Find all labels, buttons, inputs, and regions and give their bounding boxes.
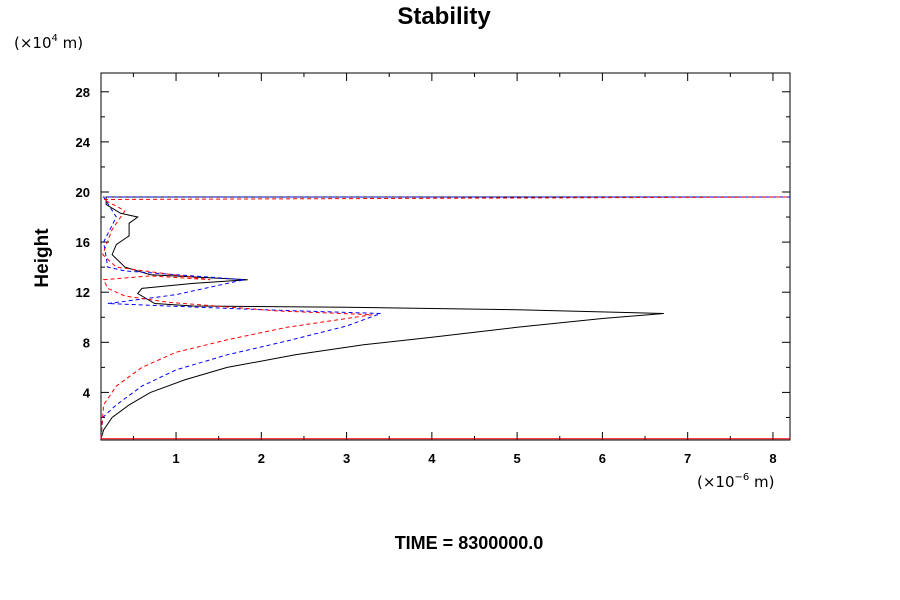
time-label: TIME = 8300000.0 bbox=[395, 533, 544, 553]
x-tick-label: 2 bbox=[258, 451, 265, 466]
x-tick-label: 4 bbox=[428, 451, 436, 466]
y-tick-label: 8 bbox=[83, 335, 90, 350]
x-tick-label: 5 bbox=[514, 451, 521, 466]
plot-frame bbox=[100, 72, 791, 441]
y-tick-label: 24 bbox=[76, 135, 91, 150]
y-tick-label: 28 bbox=[76, 85, 90, 100]
x-tick-label: 6 bbox=[599, 451, 606, 466]
y-axis-unit: (×104 m) bbox=[14, 33, 83, 52]
series-line-3 bbox=[100, 196, 791, 439]
x-tick-label: 3 bbox=[343, 451, 350, 466]
y-tick-label: 20 bbox=[76, 185, 90, 200]
y-tick-label: 4 bbox=[83, 385, 91, 400]
x-tick-label: 8 bbox=[769, 451, 776, 466]
y-axis-label: Height bbox=[32, 228, 53, 288]
chart-title: Stability bbox=[397, 3, 491, 30]
x-axis-unit: (×10−6 m) bbox=[697, 472, 775, 491]
x-tick-label: 7 bbox=[684, 451, 691, 466]
y-tick-label: 12 bbox=[76, 285, 90, 300]
series-line-1 bbox=[100, 196, 790, 439]
x-tick-label: 1 bbox=[172, 451, 179, 466]
y-tick-label: 16 bbox=[76, 235, 90, 250]
series-line-2 bbox=[100, 196, 790, 439]
